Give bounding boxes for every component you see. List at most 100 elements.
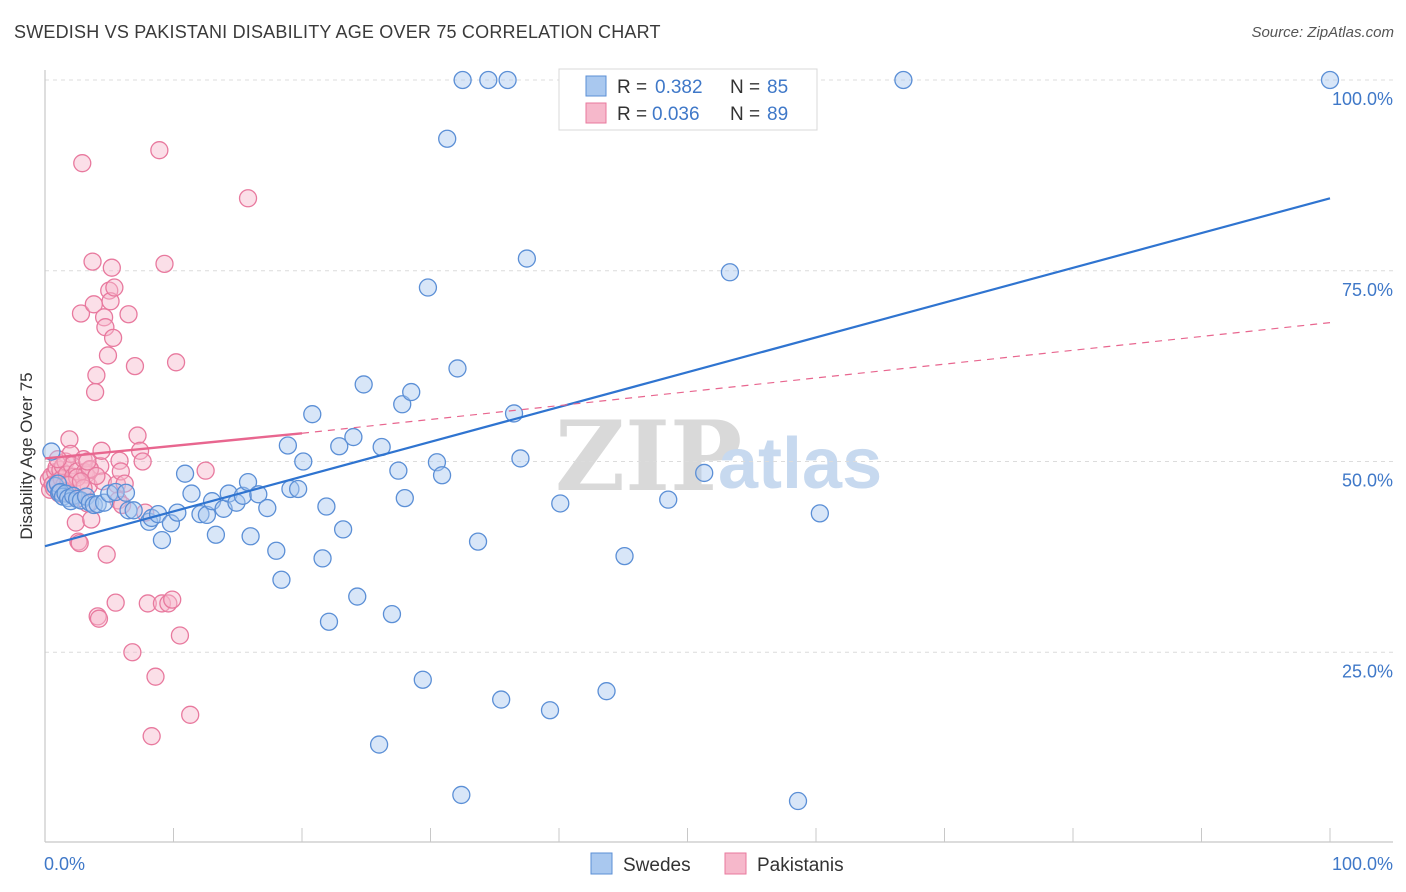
axes xyxy=(44,70,1393,843)
pakistanis-point-59 xyxy=(119,305,138,324)
pakistanis-n-value: 89 xyxy=(767,104,788,125)
swedes-point-74 xyxy=(492,690,511,709)
pakistanis-series-swatch xyxy=(724,852,747,875)
swedes-point-63 xyxy=(402,382,421,402)
swedes-point-67 xyxy=(432,466,452,485)
pakistanis-point-26 xyxy=(73,154,92,173)
y-tick-label-75: 75.0% xyxy=(1342,280,1393,300)
pakistanis-point-71 xyxy=(155,254,174,274)
y-tick-label-50: 50.0% xyxy=(1342,471,1393,491)
swedes-point-86 xyxy=(810,504,830,523)
watermark-atlas: atlas xyxy=(718,424,882,504)
y-tick-labels: 25.0% 50.0% 75.0% 100.0% xyxy=(1332,89,1393,681)
swedes-point-89 xyxy=(659,490,678,509)
pakistanis-point-78 xyxy=(238,189,258,208)
pakistanis-point-16 xyxy=(60,430,79,449)
swedes-point-49 xyxy=(313,549,332,568)
pakistanis-point-49 xyxy=(102,258,121,277)
swedes-point-18 xyxy=(106,482,125,502)
swedes-point-39 xyxy=(241,527,260,546)
x-tick-label-min: 0.0% xyxy=(44,854,85,874)
pakistanis-point-52 xyxy=(106,593,125,612)
pakistanis-r-label: R = xyxy=(617,104,647,125)
pakistanis-point-88 xyxy=(78,452,97,471)
swedes-point-31 xyxy=(197,505,217,525)
swedes-point-59 xyxy=(382,604,402,624)
chart-source: Source: ZipAtlas.com xyxy=(1251,24,1394,41)
swedes-point-79 xyxy=(540,701,560,720)
swedes-point-69 xyxy=(448,359,467,378)
swedes-n-label: N = xyxy=(730,77,760,98)
swedes-point-33 xyxy=(206,525,226,544)
pakistanis-point-74 xyxy=(166,353,186,372)
pakistanis-point-73 xyxy=(163,590,182,609)
swedes-point-88 xyxy=(1320,70,1340,90)
y-tick-label-100: 100.0% xyxy=(1332,89,1393,109)
series-legend: Swedes Pakistanis xyxy=(590,852,844,876)
swedes-point-54 xyxy=(344,427,363,447)
swedes-point-51 xyxy=(319,612,339,631)
swedes-point-52 xyxy=(330,437,349,456)
pakistanis-point-64 xyxy=(133,452,152,471)
swedes-point-82 xyxy=(615,546,634,566)
swedes-point-15 xyxy=(88,495,107,514)
pakistanis-point-45 xyxy=(97,545,116,564)
swedes-point-68 xyxy=(438,129,457,148)
x-axis-ticks xyxy=(44,828,1331,842)
swedes-point-44 xyxy=(278,436,298,455)
pakistanis-series-label: Pakistanis xyxy=(757,855,844,876)
x-tick-label-max: 100.0% xyxy=(1332,854,1393,874)
swedes-point-62 xyxy=(395,488,414,508)
swedes-point-26 xyxy=(161,514,181,533)
pakistanis-point-21 xyxy=(66,513,85,532)
swedes-legend-swatch xyxy=(585,75,607,97)
swedes-point-50 xyxy=(317,497,336,516)
pakistanis-point-66 xyxy=(138,594,157,613)
swedes-point-80 xyxy=(551,494,570,513)
gridlines xyxy=(45,79,1393,653)
swedes-point-53 xyxy=(333,520,353,539)
pakistanis-r-value: 0.036 xyxy=(652,104,700,125)
pakistanis-point-76 xyxy=(181,705,200,724)
swedes-point-21 xyxy=(124,501,143,520)
stats-legend: R = 0.382 N = 85 R = 0.036 N = 89 xyxy=(558,68,818,131)
pakistanis-point-46 xyxy=(98,346,118,365)
pakistanis-point-69 xyxy=(150,141,169,160)
pakistanis-point-48 xyxy=(101,292,120,311)
swedes-point-64 xyxy=(413,670,432,689)
pakistanis-n-label: N = xyxy=(730,104,760,125)
swedes-point-41 xyxy=(258,498,277,518)
swedes-point-46 xyxy=(288,479,308,499)
swedes-r-value: 0.382 xyxy=(655,77,703,98)
swedes-trend-line xyxy=(44,197,1331,548)
swedes-point-83 xyxy=(695,463,714,483)
swedes-point-28 xyxy=(175,464,195,483)
swedes-point-43 xyxy=(272,570,291,589)
swedes-r-label: R = xyxy=(617,77,647,98)
pakistanis-point-36 xyxy=(85,382,105,402)
pakistanis-point-37 xyxy=(87,366,106,385)
pakistanis-point-67 xyxy=(142,727,161,746)
trend-lines xyxy=(44,197,1331,548)
pakistanis-legend-swatch xyxy=(585,102,607,124)
watermark-zip: ZIP xyxy=(555,400,742,513)
swedes-point-30 xyxy=(191,504,210,524)
pakistanis-point-39 xyxy=(89,609,109,628)
swedes-point-81 xyxy=(597,682,616,701)
swedes-point-87 xyxy=(894,70,913,90)
swedes-point-29 xyxy=(182,484,201,503)
swedes-point-61 xyxy=(393,395,412,414)
pakistanis-point-68 xyxy=(146,667,165,686)
pakistanis-point-77 xyxy=(196,461,215,480)
swedes-series-label: Swedes xyxy=(623,855,691,876)
chart-title: SWEDISH VS PAKISTANI DISABILITY AGE OVER… xyxy=(14,22,661,42)
swedes-point-56 xyxy=(354,375,373,394)
pakistanis-point-75 xyxy=(170,626,190,645)
swedes-point-48 xyxy=(303,405,322,424)
pakistanis-point-61 xyxy=(125,356,145,376)
pakistanis-point-41 xyxy=(92,441,111,460)
swedes-points xyxy=(42,70,1340,811)
swedes-point-25 xyxy=(152,530,172,550)
swedes-point-16 xyxy=(94,493,114,512)
